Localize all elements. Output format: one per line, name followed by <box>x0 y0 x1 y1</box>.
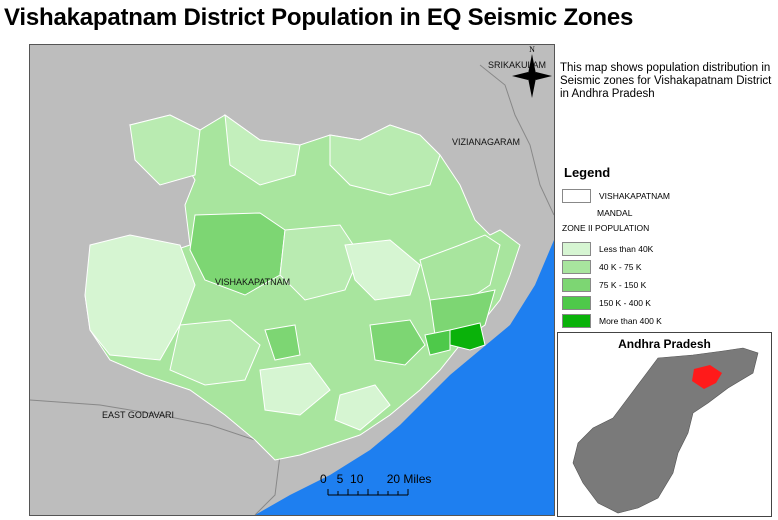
map-title: Vishakapatnam District Population in EQ … <box>4 4 634 31</box>
main-map[interactable]: SRIKAKULAM VIZIANAGARAM VISHAKAPATNAM EA… <box>29 44 555 516</box>
legend-item-label: 40 K - 75 K <box>599 262 642 272</box>
legend-item-label: 150 K - 400 K <box>599 298 651 308</box>
legend-item: 40 K - 75 K <box>562 260 642 274</box>
andhra-pradesh-state <box>572 347 759 514</box>
legend-item-label: More than 400 K <box>599 316 662 326</box>
mandal-east-pale <box>344 239 421 301</box>
scale-bar: 0 5 10 20 Miles <box>320 472 431 500</box>
north-label: N <box>529 45 535 54</box>
legend-item: Less than 40K <box>562 242 653 256</box>
mandal-north-east <box>329 124 441 196</box>
label-srikakulam: SRIKAKULAM <box>488 60 547 70</box>
mandal-north-west <box>129 114 201 186</box>
legend-zone-heading: ZONE II POPULATION <box>562 223 650 233</box>
mandal-southwest <box>169 319 261 386</box>
legend-item-label: Less than 40K <box>599 244 654 254</box>
mandal-southeast <box>369 319 426 366</box>
scale-ticks <box>327 489 409 496</box>
district-boundary <box>30 399 281 515</box>
map-description: This map shows population distribution i… <box>560 62 772 100</box>
legend-district-label: VISHAKAPATNAM <box>599 191 671 201</box>
legend-swatch <box>562 314 591 328</box>
mandal-north-pale <box>224 113 301 186</box>
inset-map[interactable]: Andhra Pradesh <box>557 332 772 517</box>
legend-item-label: 75 K - 150 K <box>599 280 647 290</box>
vishakapatnam-highlight <box>692 365 722 389</box>
mandal-south-mid <box>264 324 301 361</box>
legend-item: 150 K - 400 K <box>562 296 651 310</box>
label-vishakapatnam: VISHAKAPATNAM <box>215 277 291 287</box>
legend-swatch <box>562 242 591 256</box>
scale-text: 0 5 10 20 Miles <box>320 472 432 486</box>
legend-swatch <box>562 278 591 292</box>
mandal-central-dark <box>189 212 286 296</box>
legend-district-swatch <box>562 189 591 203</box>
district-boundary-north <box>479 64 554 216</box>
mandal-coast-150k <box>424 329 451 356</box>
label-vizianagaram: VIZIANAGARAM <box>452 137 521 147</box>
mandal-south-pale <box>259 362 331 416</box>
andhra-pradesh-outline <box>572 347 759 514</box>
legend-swatch <box>562 296 591 310</box>
legend-mandal-label: MANDAL <box>597 208 633 218</box>
legend-item: More than 400 K <box>562 314 662 328</box>
bay-of-bengal <box>255 240 554 515</box>
legend-title: Legend <box>564 165 611 180</box>
label-east-godavari: EAST GODAVARI <box>102 410 175 420</box>
mandal-south-pale-2 <box>334 384 391 431</box>
map-canvas <box>30 64 554 515</box>
mandal-central <box>279 224 361 301</box>
mandal-west-pale <box>84 234 196 361</box>
legend-district-row: VISHAKAPATNAM <box>562 189 670 203</box>
legend-item: 75 K - 150 K <box>562 278 646 292</box>
legend-swatch <box>562 260 591 274</box>
inset-title: Andhra Pradesh <box>618 337 711 351</box>
north-arrow-icon: N <box>512 45 552 98</box>
